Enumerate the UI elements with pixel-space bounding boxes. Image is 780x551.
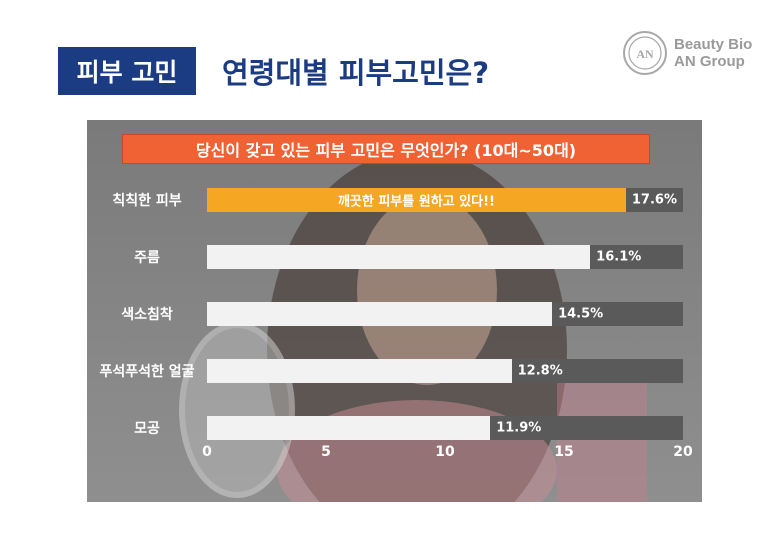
x-tick-label: 0	[202, 444, 212, 460]
bar	[207, 188, 626, 212]
bar-annotation: 깨끗한 피부를 원하고 있다!!	[337, 194, 495, 210]
bar	[207, 245, 591, 269]
bar	[207, 302, 553, 326]
bar	[207, 416, 491, 440]
svg-text:AN: AN	[636, 47, 654, 61]
chart-panel: 당신이 갖고 있는 피부 고민은 무엇인가? (10대~50대) 칙칙한 피부 깨…	[87, 120, 702, 502]
logo-line-1: Beauty Bio	[674, 36, 753, 53]
section-badge: 피부 고민	[58, 47, 196, 95]
category-label: 푸석푸석한 얼굴	[99, 364, 195, 380]
value-label: 11.9%	[496, 420, 542, 436]
category-label: 칙칙한 피부	[112, 193, 182, 209]
chart-title: 당신이 갖고 있는 피부 고민은 무엇인가? (10대~50대)	[122, 134, 650, 164]
category-label: 모공	[134, 421, 160, 437]
x-tick-label: 5	[321, 444, 331, 460]
value-label: 17.6%	[631, 192, 677, 208]
value-label: 16.1%	[596, 249, 642, 265]
x-tick-label: 15	[554, 444, 574, 460]
x-tick-label: 20	[673, 444, 693, 460]
bar	[207, 359, 512, 383]
logo-seal-icon: AN	[623, 31, 667, 75]
x-tick-label: 10	[435, 444, 455, 460]
value-label: 14.5%	[558, 306, 604, 322]
logo-line-2: AN Group	[674, 53, 745, 70]
value-label: 12.8%	[517, 363, 563, 379]
category-label: 색소침착	[121, 307, 173, 323]
page-title: 연령대별 피부고민은?	[222, 56, 490, 90]
company-logo: AN Beauty Bio AN Group	[622, 30, 752, 76]
category-label: 주름	[134, 250, 160, 266]
